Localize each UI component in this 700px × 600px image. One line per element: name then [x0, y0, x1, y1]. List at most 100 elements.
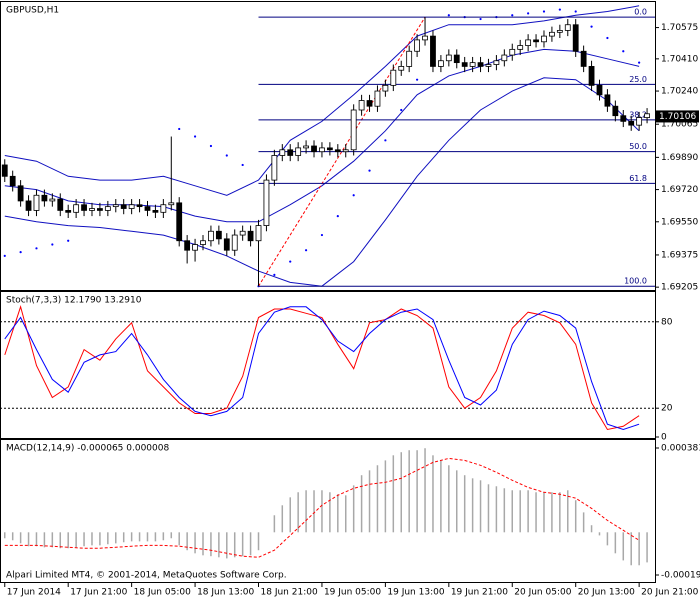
- candle-body: [604, 94, 611, 107]
- candle-body: [192, 244, 198, 251]
- candle-body: [271, 155, 278, 181]
- stoch-line: [4, 305, 640, 431]
- sar-dot: [527, 12, 530, 15]
- y-tick-label: 1.70240: [661, 87, 698, 97]
- sar-dot: [542, 10, 546, 13]
- candle-body: [572, 24, 579, 52]
- candle-body: [231, 234, 238, 251]
- candle-body: [65, 210, 72, 213]
- candle-body: [398, 66, 405, 71]
- candle-body: [628, 120, 635, 126]
- candle-body: [136, 204, 143, 208]
- candle-body: [334, 149, 341, 153]
- candle-body: [120, 204, 127, 209]
- sar-dot: [35, 247, 38, 250]
- fib-label: 50.0: [629, 142, 647, 151]
- candle-body: [239, 230, 246, 236]
- y-tick-label: 1.70065: [661, 120, 698, 130]
- panel-title: MACD(12,14,9) -0.000065 0.000008: [6, 444, 169, 454]
- candle-body: [223, 238, 230, 251]
- sar-dot: [638, 61, 641, 64]
- candle-body: [9, 175, 16, 187]
- sar-dot: [606, 36, 609, 40]
- x-tick-label: 19 Jun 13:00: [387, 588, 444, 598]
- candle-body: [445, 54, 452, 62]
- sar-dot: [225, 154, 228, 157]
- current-price-box: [656, 110, 699, 123]
- candle-body: [247, 230, 254, 242]
- current-price-label: 1.70106: [659, 112, 696, 122]
- x-tick-label: 19 Jun 21:00: [451, 588, 508, 598]
- x-tick-label: 20 Jun 21:00: [641, 588, 698, 598]
- sar-dot: [19, 251, 22, 254]
- candle-body: [73, 204, 80, 213]
- candle-body: [128, 204, 135, 209]
- candle-body: [342, 149, 349, 153]
- stoch-panel: [0, 291, 656, 439]
- bollinger-line: [4, 5, 640, 196]
- candle-body: [215, 230, 222, 240]
- y-tick-label: 0.000381: [661, 444, 700, 454]
- candle-body: [41, 194, 48, 202]
- credit: Alpari Limited MT4, © 2001-2014, MetaQuo…: [6, 571, 287, 581]
- candle-body: [430, 35, 436, 67]
- sar-dot: [400, 108, 403, 112]
- sar-dot: [241, 163, 244, 167]
- candle-body: [326, 147, 333, 151]
- candle-body: [517, 45, 524, 50]
- candle-body: [620, 115, 627, 122]
- candle-body: [549, 31, 555, 37]
- candle-body: [485, 64, 492, 67]
- y-tick-label: 1.70410: [661, 54, 698, 64]
- sar-dot: [289, 260, 292, 263]
- candle-body: [358, 100, 365, 111]
- candle-body: [525, 39, 532, 46]
- candle-body: [596, 84, 603, 96]
- candle-body: [406, 50, 413, 67]
- candle-body: [382, 84, 389, 92]
- candle-body: [501, 54, 508, 62]
- candle-body: [422, 35, 428, 41]
- sar-dot: [590, 25, 593, 28]
- candle-body: [279, 149, 286, 156]
- x-tick-label: 18 Jun 05:00: [134, 588, 191, 598]
- candle-body: [208, 230, 214, 242]
- candle-body: [49, 198, 56, 202]
- candle-body: [152, 210, 159, 213]
- sar-dot: [479, 17, 482, 21]
- sar-dot: [51, 243, 54, 246]
- candle-body: [295, 147, 302, 156]
- candle-body: [160, 204, 167, 213]
- candle-body: [374, 90, 381, 107]
- sar-dot: [209, 144, 213, 148]
- candle-body: [112, 204, 119, 208]
- candle-body: [366, 100, 373, 107]
- y-tick-label: 1.69720: [661, 185, 698, 195]
- candle-body: [580, 50, 587, 67]
- sar-dot: [447, 14, 450, 17]
- fib-label: 25.0: [629, 75, 647, 84]
- candle-body: [255, 225, 262, 242]
- candle-body: [144, 206, 151, 211]
- candle-body: [303, 145, 309, 149]
- y-tick-label: 20: [661, 404, 673, 414]
- candle-body: [350, 109, 357, 151]
- fib-label: 100.0: [624, 277, 647, 286]
- sar-dot: [511, 14, 514, 17]
- candle-body: [176, 202, 183, 242]
- x-tick-label: 17 Jun 21:00: [70, 588, 127, 598]
- sar-dot: [416, 78, 419, 81]
- candle-body: [104, 206, 111, 211]
- x-tick-label: 18 Jun 13:00: [197, 588, 254, 598]
- candle-body: [437, 60, 444, 67]
- candle-body: [311, 145, 317, 153]
- candle-body: [17, 185, 24, 202]
- candle-body: [509, 48, 516, 56]
- candle-body: [33, 194, 40, 211]
- fib-label: 38.2: [629, 110, 647, 119]
- sar-dot: [574, 10, 577, 13]
- fib-label: 61.8: [629, 174, 647, 183]
- candle-body: [263, 179, 270, 226]
